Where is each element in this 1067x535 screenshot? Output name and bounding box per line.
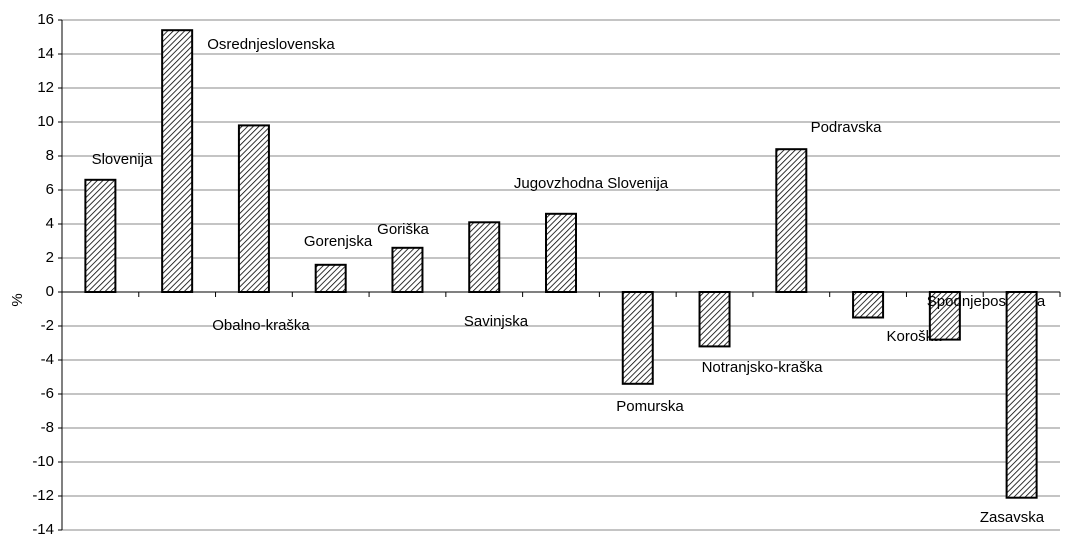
bar-label: Savinjska xyxy=(464,313,529,330)
y-tick-label: -12 xyxy=(32,487,54,504)
bar xyxy=(314,263,347,293)
bar-label: Goriška xyxy=(377,221,429,238)
y-tick-label: 6 xyxy=(46,181,54,198)
bar xyxy=(775,148,808,293)
y-tick-label: 16 xyxy=(37,11,54,28)
bar xyxy=(928,291,961,341)
y-tick-label: 14 xyxy=(37,45,54,62)
bar xyxy=(545,212,577,293)
bar-label: Zasavska xyxy=(980,509,1045,526)
bar-label: Gorenjska xyxy=(304,233,373,250)
bar xyxy=(161,29,194,293)
y-tick-label: -14 xyxy=(32,521,54,535)
bar-label: Pomurska xyxy=(616,398,684,415)
y-tick-label: 2 xyxy=(46,249,54,266)
bar xyxy=(698,291,731,348)
bar xyxy=(621,291,654,385)
bar-label: Obalno-kraška xyxy=(212,317,310,334)
bar-label: Osrednjeslovenska xyxy=(207,36,335,53)
bar xyxy=(391,246,424,294)
y-tick-label: -4 xyxy=(41,351,54,368)
bar-label: Podravska xyxy=(811,119,883,136)
bar xyxy=(84,178,117,293)
bar-label: Koroška xyxy=(886,328,942,345)
bar-label: Slovenija xyxy=(92,151,154,168)
bar xyxy=(468,221,501,293)
y-tick-label: -10 xyxy=(32,453,54,470)
y-tick-label: 12 xyxy=(37,79,54,96)
y-tick-label: 0 xyxy=(46,283,54,300)
y-tick-label: -2 xyxy=(41,317,54,334)
y-tick-label: 8 xyxy=(46,147,54,164)
y-tick-label: 10 xyxy=(37,113,54,130)
y-tick-label: 4 xyxy=(46,215,54,232)
y-tick-label: -8 xyxy=(41,419,54,436)
bar-label: Jugovzhodna Slovenija xyxy=(514,175,669,192)
y-tick-label: -6 xyxy=(41,385,54,402)
bar xyxy=(1005,291,1038,499)
y-axis-label: % xyxy=(9,293,26,306)
bar-label: Notranjsko-kraška xyxy=(702,359,824,376)
bar xyxy=(852,291,885,319)
bar xyxy=(237,124,270,294)
